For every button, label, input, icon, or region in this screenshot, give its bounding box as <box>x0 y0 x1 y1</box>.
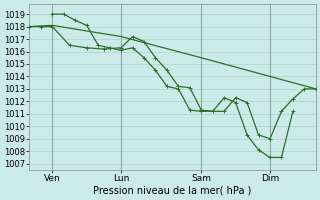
X-axis label: Pression niveau de la mer( hPa ): Pression niveau de la mer( hPa ) <box>93 186 252 196</box>
